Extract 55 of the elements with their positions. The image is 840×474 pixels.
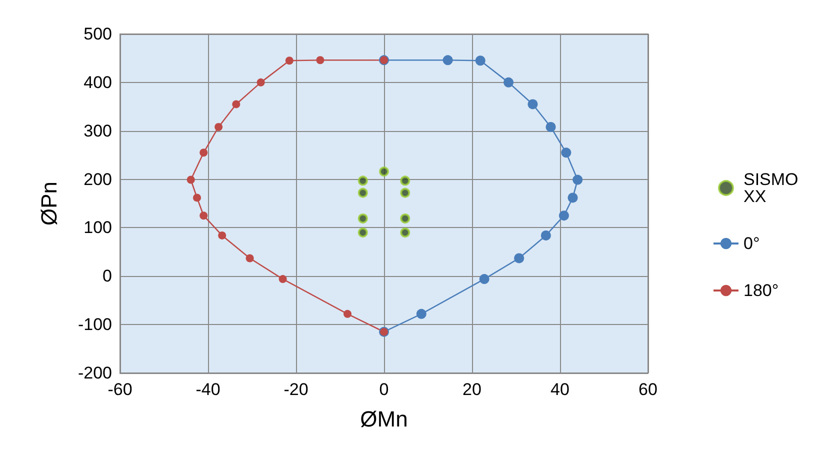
x-tick-label: -20	[284, 380, 308, 399]
point	[504, 77, 514, 88]
y-tick-label: -200	[78, 364, 112, 382]
point	[514, 253, 524, 264]
y-tick-label: 500	[84, 24, 112, 44]
y-tick-label: -100	[78, 315, 112, 334]
y-axis-title: ØPn	[36, 181, 62, 226]
legend-label: SISMO XX	[743, 170, 804, 206]
point	[358, 188, 368, 198]
legend-label: 0°	[743, 234, 760, 253]
x-tick-label: -60	[108, 380, 132, 399]
point	[540, 230, 551, 240]
point	[400, 214, 410, 224]
y-tick-label: 100	[84, 218, 112, 238]
x-tick-label: 40	[550, 380, 570, 399]
y-tick-label: 400	[84, 72, 112, 92]
point	[558, 210, 569, 221]
x-tick-label: 0	[379, 380, 389, 399]
point	[479, 274, 490, 284]
legend-label: 180°	[743, 281, 779, 300]
y-tick-label: 300	[84, 121, 112, 140]
x-tick-label: 20	[462, 380, 482, 399]
point	[200, 148, 208, 157]
x-tick-label: 60	[638, 380, 658, 399]
y-tick-label: 200	[84, 170, 112, 189]
point	[200, 212, 208, 220]
point	[400, 176, 410, 186]
y-tick-label: 0	[102, 266, 112, 286]
point	[400, 228, 410, 238]
point	[193, 194, 201, 202]
point	[256, 78, 265, 86]
point	[572, 174, 583, 185]
point	[379, 166, 389, 177]
point	[285, 56, 294, 65]
point	[186, 176, 195, 184]
point	[358, 176, 368, 186]
point	[358, 228, 368, 238]
point	[246, 254, 254, 262]
point	[568, 192, 578, 203]
point	[343, 310, 352, 318]
x-tick-label: -40	[196, 380, 220, 399]
x-axis-title: ØMn	[360, 406, 408, 432]
point	[214, 122, 223, 131]
point	[442, 55, 453, 66]
point	[278, 275, 287, 284]
point	[561, 148, 572, 158]
point	[218, 231, 226, 240]
point	[400, 188, 410, 198]
point	[546, 122, 556, 132]
point	[232, 100, 240, 108]
point	[316, 56, 324, 64]
point	[528, 99, 538, 110]
point	[416, 308, 426, 319]
point	[358, 214, 368, 224]
point	[475, 56, 486, 66]
